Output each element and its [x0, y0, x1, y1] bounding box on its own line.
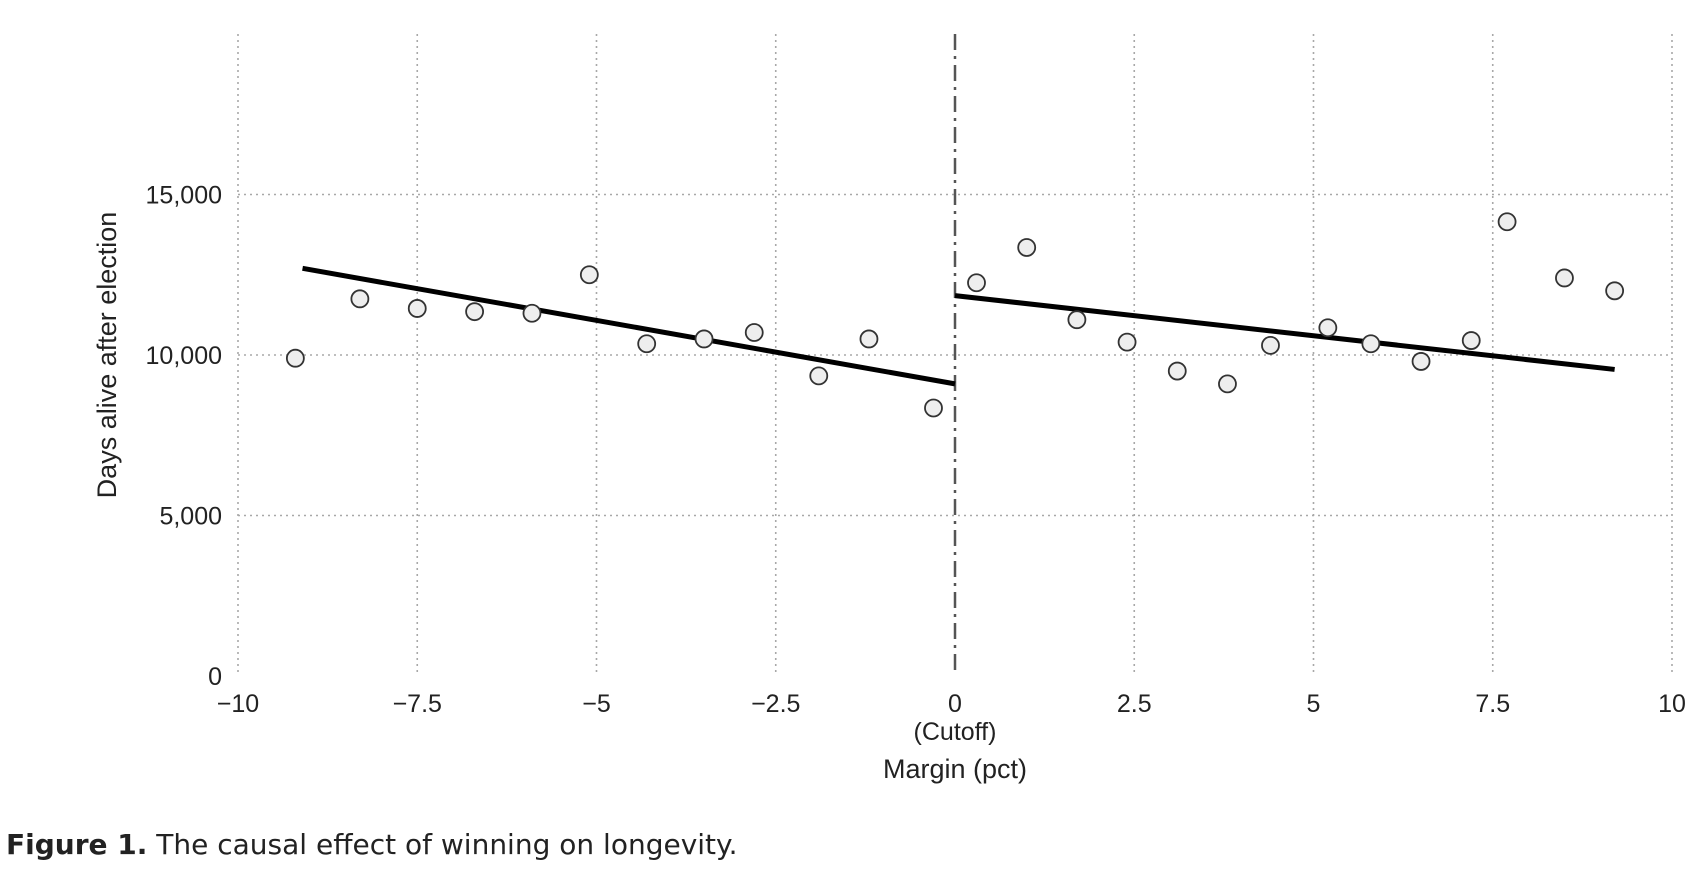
- figure-caption: Figure 1. The causal effect of winning o…: [6, 828, 738, 861]
- data-point: [350, 289, 370, 309]
- data-point: [744, 323, 764, 342]
- x-tick-labels: −10 −7.5 −5 −2.5 0 2.5 5 7.5 10: [217, 690, 1686, 718]
- caption-label: Figure 1.: [6, 828, 148, 861]
- y-tick-label: 5,000: [159, 503, 222, 531]
- data-point: [1117, 332, 1137, 352]
- grid: [237, 34, 1673, 676]
- data-point: [1261, 335, 1280, 355]
- data-points: [285, 212, 1625, 418]
- x-tick-label: −10: [217, 690, 259, 718]
- data-point: [1411, 352, 1431, 371]
- data-point: [1318, 318, 1338, 338]
- data-point: [1017, 238, 1037, 257]
- cutoff-annotation: (Cutoff): [914, 718, 997, 746]
- x-tick-label: 0: [948, 690, 962, 718]
- fit-line-left: [302, 265, 956, 387]
- x-tick-label: 10: [1658, 690, 1686, 718]
- data-point: [859, 329, 879, 349]
- y-axis-label: Days alive after election: [92, 212, 122, 499]
- data-point: [407, 299, 427, 318]
- fit-lines: [302, 265, 1615, 387]
- data-point: [579, 265, 599, 285]
- data-point: [1605, 281, 1625, 301]
- y-tick-label: 10,000: [146, 342, 222, 370]
- x-axis-label: Margin (pct): [883, 754, 1027, 784]
- data-point: [465, 302, 485, 322]
- data-point: [967, 273, 986, 293]
- data-point: [1218, 374, 1237, 394]
- y-tick-label: 0: [208, 663, 222, 691]
- x-tick-label: 7.5: [1475, 690, 1510, 718]
- data-point: [1461, 331, 1481, 350]
- data-point: [637, 334, 657, 354]
- data-point: [924, 398, 943, 418]
- data-point: [694, 329, 714, 349]
- data-point: [809, 366, 829, 386]
- data-point: [285, 348, 305, 368]
- fit-line-right: [954, 293, 1615, 372]
- data-point: [1361, 334, 1381, 354]
- caption-text: The causal effect of winning on longevit…: [156, 828, 738, 861]
- x-tick-label: 5: [1307, 690, 1321, 718]
- x-tick-label: −7.5: [393, 690, 442, 718]
- data-point: [1067, 310, 1087, 330]
- data-point: [1497, 212, 1517, 232]
- x-tick-label: −5: [582, 690, 611, 718]
- y-tick-labels: 0 5,000 10,000 15,000: [146, 182, 222, 692]
- y-tick-label: 15,000: [146, 182, 222, 210]
- data-point: [1555, 268, 1574, 288]
- x-tick-label: −2.5: [751, 690, 800, 718]
- data-point: [522, 303, 542, 323]
- x-tick-label: 2.5: [1117, 690, 1152, 718]
- data-point: [1167, 361, 1187, 381]
